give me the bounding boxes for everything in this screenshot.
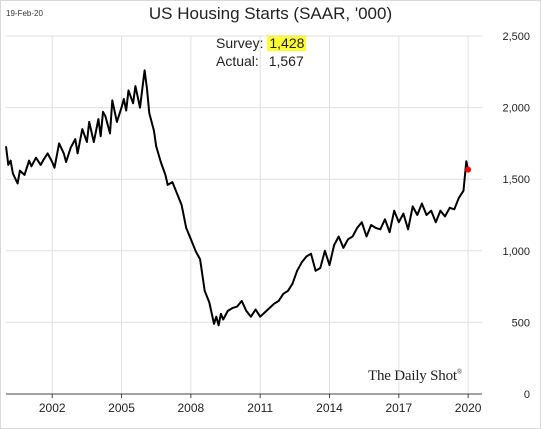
x-tick-label: 2017 xyxy=(385,401,412,415)
survey-label: Survey: xyxy=(216,35,264,51)
logo-text: The Daily Shot xyxy=(368,368,457,384)
chart-title: US Housing Starts (SAAR, '000) xyxy=(148,4,393,23)
daily-shot-logo: The Daily Shot® xyxy=(368,368,462,385)
y-tick-label: 500 xyxy=(512,317,530,329)
series-layer xyxy=(5,69,472,327)
x-tick-label: 2008 xyxy=(178,401,205,415)
y-tick-label: 2,000 xyxy=(502,103,530,115)
x-tick-label: 2005 xyxy=(108,401,135,415)
housing-starts-line xyxy=(5,69,470,327)
x-tick-label: 2020 xyxy=(455,401,482,415)
actual-label: Actual: xyxy=(216,53,259,69)
y-tick-label: 1,500 xyxy=(502,174,530,186)
actual-annotation: Actual: 1,567 xyxy=(216,53,304,69)
actual-value: 1,567 xyxy=(268,53,304,69)
x-tick-label: 2002 xyxy=(39,401,66,415)
x-tick-label: 2011 xyxy=(247,401,273,415)
actual-value-dot xyxy=(465,166,472,173)
survey-value: 1,428 xyxy=(267,35,307,51)
x-axis: 2002 2005 2008 2011 2014 2017 2020 xyxy=(6,393,482,415)
survey-annotation: Survey: 1,428 xyxy=(216,35,307,51)
y-tick-label: 2,500 xyxy=(502,31,530,43)
y-tick-label: 1,000 xyxy=(502,246,530,258)
x-tick-label: 2014 xyxy=(316,401,343,415)
logo-registered-mark: ® xyxy=(456,368,462,376)
chart-date: 19-Feb-20 xyxy=(6,9,43,18)
y-tick-label: 0 xyxy=(524,389,530,401)
y-axis: 0 500 1,000 1,500 2,000 2,500 xyxy=(502,31,530,401)
